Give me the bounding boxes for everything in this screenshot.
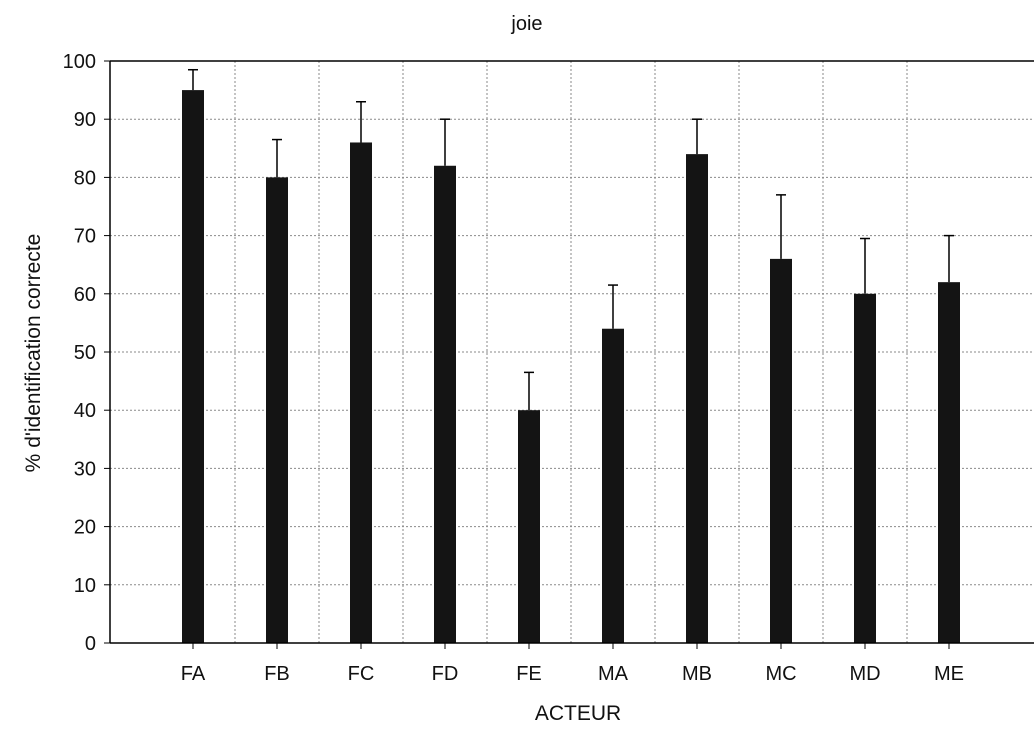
y-tick-label: 40 [74, 400, 96, 422]
x-tick-label-fa: FA [181, 663, 206, 685]
x-tick-label-fc: FC [348, 663, 375, 685]
y-tick-label: 100 [63, 51, 96, 73]
y-tick-label: 30 [74, 458, 96, 480]
y-tick-label: 0 [85, 633, 96, 655]
axes [109, 60, 1034, 644]
bar-fc [350, 142, 372, 644]
bar-fe [518, 410, 540, 643]
bars [182, 90, 960, 644]
x-tick-label-me: ME [934, 663, 964, 685]
y-tick-label: 50 [74, 342, 96, 364]
y-tick-label: 20 [74, 517, 96, 539]
bar-ma [602, 328, 624, 643]
y-tick-label: 70 [74, 226, 96, 248]
y-tick-label: 80 [74, 167, 96, 189]
x-tick-labels: FA FB FC FD FE MA MB MC MD ME [181, 663, 964, 685]
grid-lines [104, 60, 1034, 649]
x-tick-label-fd: FD [432, 663, 459, 685]
y-tick-labels: 0 10 20 30 40 50 60 70 80 90 100 [63, 51, 96, 655]
bar-fa [182, 90, 204, 644]
x-tick-label-ma: MA [598, 663, 629, 685]
x-tick-label-mc: MC [765, 663, 796, 685]
x-tick-label-md: MD [849, 663, 880, 685]
bar-mc [770, 258, 792, 643]
bar-fd [434, 165, 456, 643]
chart-title: joie [510, 13, 542, 35]
bar-mb [686, 154, 708, 643]
x-tick-label-mb: MB [682, 663, 712, 685]
x-tick-label-fe: FE [516, 663, 542, 685]
bar-fb [266, 177, 288, 643]
bar-md [854, 293, 876, 643]
x-tick-label-fb: FB [264, 663, 290, 685]
error-bars [188, 68, 954, 411]
y-tick-label: 60 [74, 284, 96, 306]
y-tick-label: 10 [74, 575, 96, 597]
x-axis-label: ACTEUR [535, 702, 621, 725]
y-tick-label: 90 [74, 109, 96, 131]
bar-me [938, 282, 960, 643]
y-axis-label: % d'identification correcte [22, 234, 45, 473]
